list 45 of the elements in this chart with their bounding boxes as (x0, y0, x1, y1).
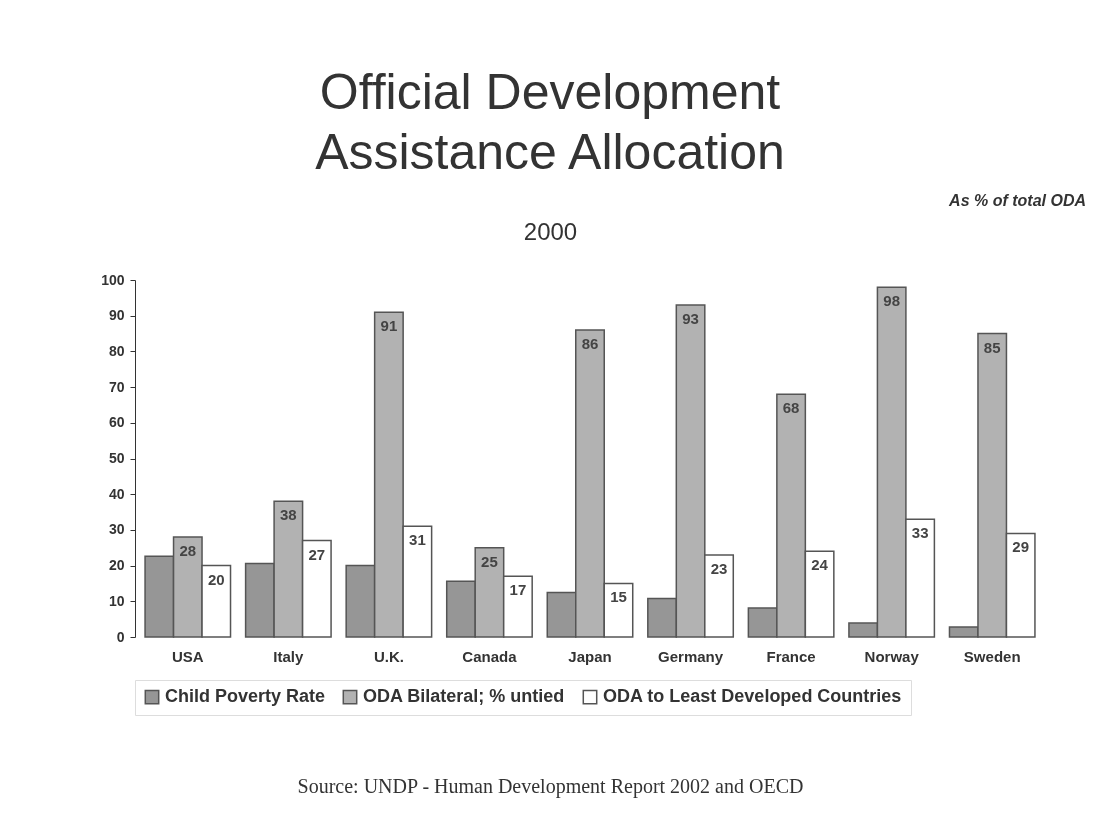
y-tick-label: 60 (108, 414, 125, 431)
x-tick-label: USA (171, 647, 204, 665)
data-label: 25 (481, 552, 498, 570)
y-tick-label: 0 (116, 628, 125, 645)
y-tick-label: 30 (108, 521, 125, 538)
x-tick-label: Sweden (963, 647, 1021, 665)
x-tick-label: Canada (462, 647, 518, 665)
x-tick-label: U.K. (373, 647, 404, 665)
text: As % of total ODA (949, 192, 1086, 210)
data-label: 31 (409, 531, 426, 549)
x-tick-label: Germany (658, 647, 724, 665)
data-label: 38 (280, 506, 297, 524)
x-tick-label: France (766, 647, 816, 665)
data-label: 33 (911, 524, 929, 542)
y-tick-label: 20 (108, 557, 125, 574)
data-label: 93 (682, 309, 699, 327)
data-label: 24 (811, 556, 829, 574)
data-label: 98 (883, 292, 900, 310)
data-label: 85 (983, 338, 1001, 356)
x-tick-label: Italy (273, 647, 305, 665)
y-tick-label: 100 (101, 271, 125, 288)
x-tick-label: Norway (864, 647, 920, 665)
legend-label: ODA Bilateral; % untied (363, 686, 565, 707)
data-label: 28 (179, 542, 197, 560)
data-label: 17 (509, 581, 527, 599)
data-label: 15 (610, 588, 627, 606)
y-tick-label: 70 (108, 378, 125, 395)
y-tick-label: 40 (108, 485, 125, 502)
y-tick-label: 10 (108, 592, 125, 609)
data-label: 20 (207, 570, 225, 588)
data-label: 27 (308, 545, 326, 563)
data-label: 23 (710, 559, 728, 577)
chart-subtitle: 2000 (522, 218, 579, 246)
data-label: 91 (380, 317, 398, 335)
y-tick-label: 80 (108, 342, 125, 359)
source-note: Source: UNDP - Human Development Report 2002 and OECD (296, 775, 805, 798)
y-tick-label: 90 (108, 307, 125, 324)
x-tick-label: Japan (568, 647, 612, 665)
y-tick-label: 50 (108, 450, 125, 466)
legend-label: Child Poverty Rate (165, 686, 326, 707)
legend-label: ODA to Least Developed Countries (603, 686, 902, 707)
data-label: 68 (782, 399, 800, 417)
data-label: 29 (1012, 538, 1030, 556)
data-label: 86 (581, 334, 599, 352)
chart-title: Official Development Assistance Allocation (314, 63, 786, 182)
